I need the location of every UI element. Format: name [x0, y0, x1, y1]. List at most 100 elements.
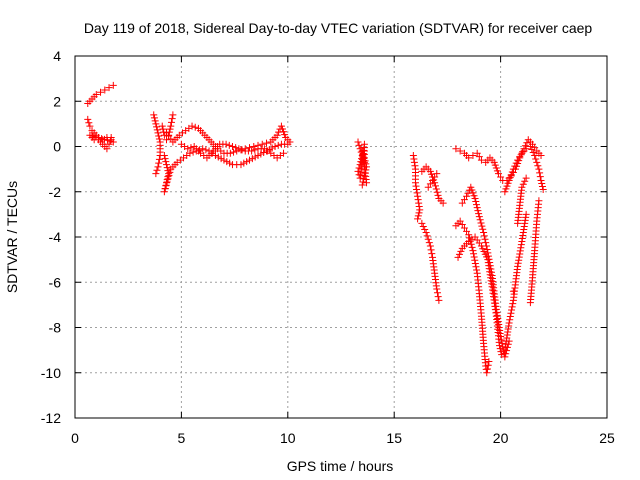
data-point-marker: [433, 188, 441, 196]
data-point-marker: [160, 188, 168, 196]
data-point-marker: [354, 138, 362, 146]
data-point-marker: [413, 185, 421, 193]
data-point-marker: [517, 244, 525, 252]
data-point-marker: [454, 253, 462, 261]
data-point-marker: [505, 337, 513, 345]
data-point-marker: [214, 153, 222, 161]
data-point-marker: [528, 146, 536, 154]
data-point-marker: [535, 165, 543, 173]
y-axis-label: SDTVAR / TECUs: [4, 181, 20, 293]
data-point-marker: [486, 262, 494, 270]
data-point-marker: [251, 146, 259, 154]
data-point-marker: [155, 132, 163, 140]
data-point-marker: [433, 170, 441, 178]
series-late-cluster-1: [409, 152, 447, 223]
data-point-marker: [410, 158, 418, 166]
data-point-marker: [483, 369, 491, 377]
data-point-marker: [184, 145, 192, 153]
data-point-marker: [150, 114, 158, 122]
data-point-marker: [263, 139, 271, 147]
data-point-marker: [217, 155, 225, 163]
data-point-marker: [480, 232, 488, 240]
data-point-marker: [472, 263, 480, 271]
data-point-marker: [258, 140, 266, 148]
data-point-marker: [243, 158, 251, 166]
y-tick-label: 4: [53, 48, 61, 64]
data-point-marker: [515, 253, 523, 261]
data-point-marker: [473, 266, 481, 274]
data-point-marker: [512, 159, 520, 167]
data-point-marker: [487, 265, 495, 273]
data-point-marker: [250, 143, 258, 150]
data-point-marker: [101, 86, 109, 94]
data-point-marker: [509, 287, 517, 295]
data-point-marker: [415, 202, 423, 210]
data-point-marker: [529, 149, 537, 157]
data-point-marker: [421, 225, 429, 233]
data-point-marker: [155, 155, 163, 163]
data-point-marker: [499, 343, 507, 351]
data-point-marker: [477, 156, 485, 164]
data-point-marker: [423, 232, 431, 240]
data-point-marker: [482, 239, 490, 247]
data-point-marker: [522, 174, 530, 182]
data-point-marker: [469, 247, 477, 255]
data-point-marker: [508, 306, 516, 314]
data-point-marker: [265, 146, 273, 154]
data-point-marker: [165, 128, 173, 136]
data-point-marker: [260, 149, 268, 157]
data-point-marker: [152, 170, 160, 178]
data-point-marker: [424, 235, 432, 243]
y-tick-label: -6: [49, 274, 62, 290]
data-point-marker: [191, 123, 199, 131]
series-late-dip-a: [452, 217, 493, 377]
data-point-marker: [501, 353, 509, 361]
data-point-marker: [220, 156, 228, 164]
data-point-marker: [166, 168, 174, 176]
data-point-marker: [162, 158, 170, 166]
data-point-marker: [506, 313, 514, 321]
data-point-marker: [519, 180, 527, 188]
data-point-marker: [416, 206, 424, 214]
data-point-marker: [273, 131, 281, 139]
data-point-marker: [166, 125, 174, 133]
data-point-marker: [359, 151, 367, 159]
x-axis-label: GPS time / hours: [287, 458, 394, 474]
data-point-marker: [163, 164, 171, 172]
data-point-marker: [426, 242, 434, 250]
data-point-marker: [237, 161, 245, 169]
data-point-marker: [188, 122, 196, 130]
data-point-marker: [225, 141, 233, 149]
data-point-marker: [85, 119, 93, 127]
data-point-marker: [533, 158, 541, 166]
data-point-marker: [240, 159, 248, 167]
data-point-marker: [506, 316, 514, 324]
data-point-marker: [431, 182, 439, 190]
data-point-marker: [486, 259, 494, 267]
data-point-marker: [251, 153, 259, 161]
data-point-marker: [162, 181, 170, 189]
data-point-marker: [476, 216, 484, 224]
data-point-marker: [414, 196, 422, 204]
series-hour13: [354, 138, 371, 189]
data-point-marker: [187, 144, 195, 152]
data-point-marker: [455, 250, 463, 258]
series-mid-lower-track: [177, 140, 288, 162]
data-point-marker: [522, 210, 530, 218]
x-tick-label: 20: [493, 430, 509, 446]
data-point-marker: [435, 296, 443, 304]
data-point-marker: [226, 159, 234, 167]
data-point-marker: [538, 182, 546, 190]
series-late-dip-b: [454, 210, 530, 359]
data-point-marker: [222, 140, 230, 148]
data-point-marker: [477, 219, 485, 227]
data-point-marker: [238, 146, 246, 154]
data-point-marker: [411, 179, 419, 187]
data-point-marker: [86, 122, 94, 130]
data-point-marker: [521, 142, 529, 150]
data-point-marker: [422, 228, 430, 236]
data-point-marker: [470, 250, 478, 258]
data-point-marker: [428, 250, 436, 258]
data-point-marker: [509, 300, 517, 308]
data-point-marker: [195, 146, 203, 154]
